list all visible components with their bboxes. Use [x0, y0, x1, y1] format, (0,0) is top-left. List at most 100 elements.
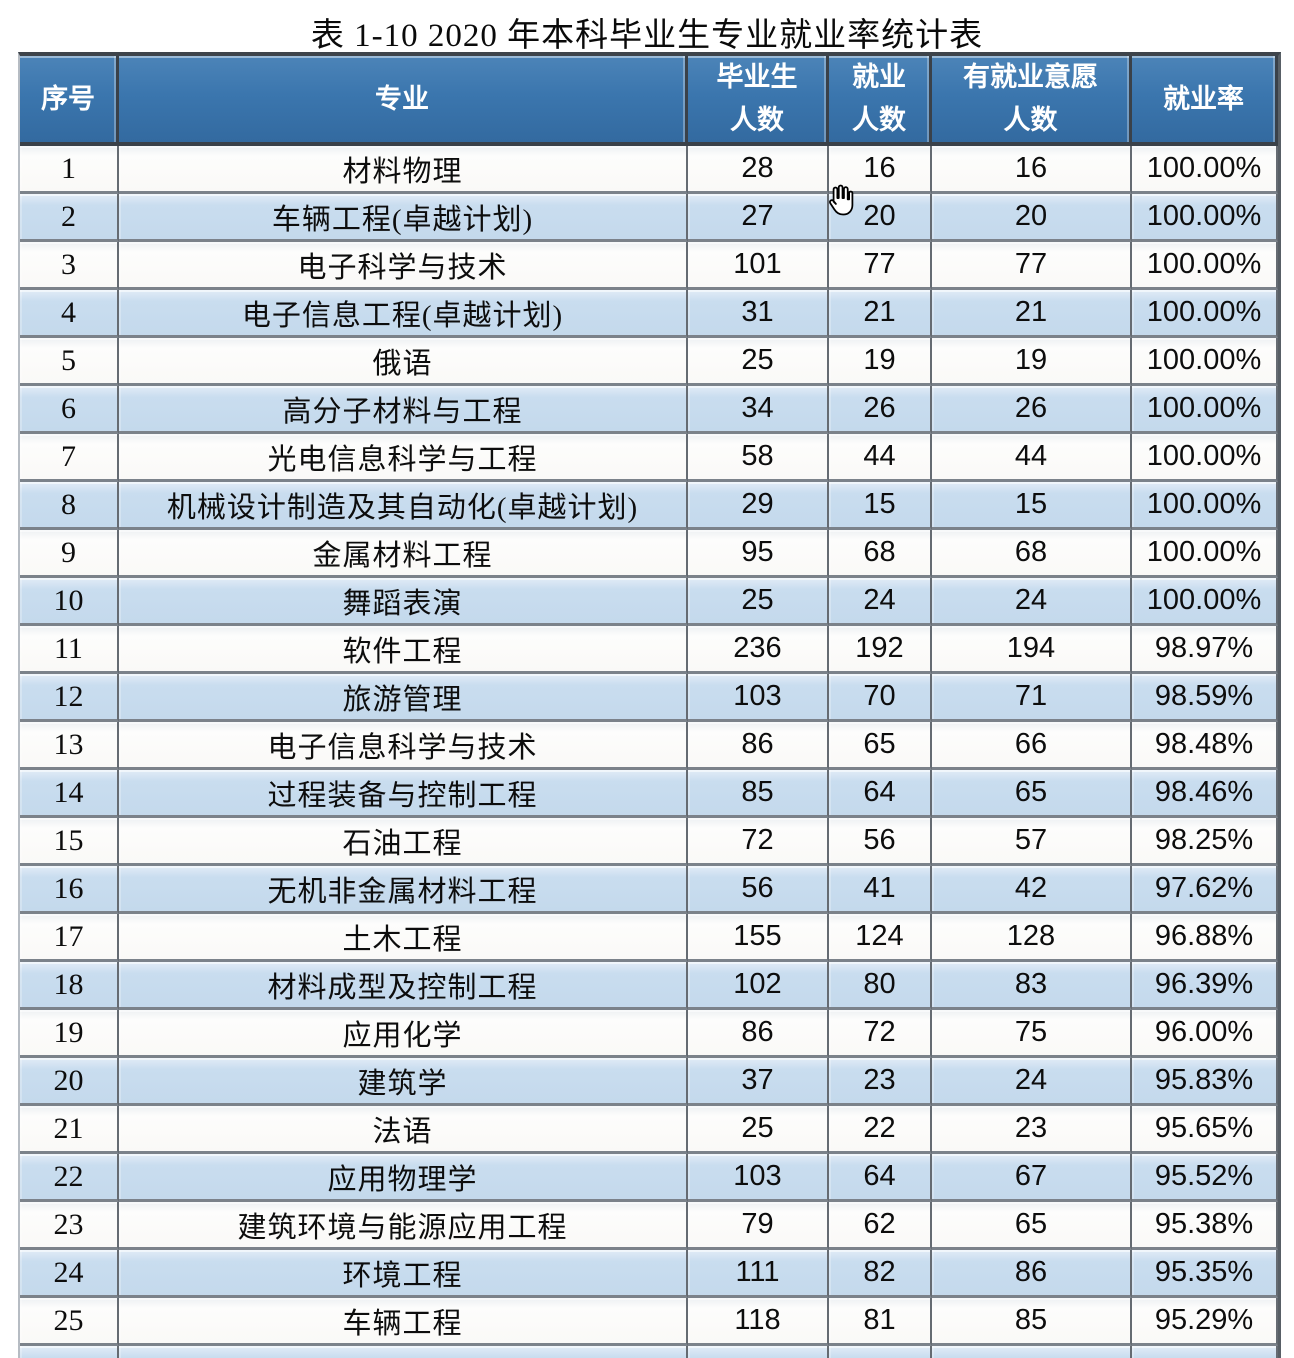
major-name: [119, 1346, 688, 1358]
major-name: 软件工程: [119, 626, 688, 674]
willing-count: 65: [932, 770, 1132, 818]
table-row: 7 光电信息科学与工程 58 44 44 100.00%: [20, 434, 1278, 482]
graduate-count: 95: [688, 530, 829, 578]
employment-rate: 100.00%: [1132, 194, 1278, 242]
employed-count: 64: [829, 770, 932, 818]
employment-rate: 100.00%: [1132, 290, 1278, 338]
row-index: 18: [20, 962, 119, 1010]
header-row: 序号 专业 毕业生 人数 就业 人数: [20, 56, 1278, 146]
major-name: 电子信息科学与技术: [119, 722, 688, 770]
major-name: 电子信息工程(卓越计划): [119, 290, 688, 338]
table-row: 19 应用化学 86 72 75 96.00%: [20, 1010, 1278, 1058]
employed-count: 41: [829, 866, 932, 914]
employed-count: 21: [829, 290, 932, 338]
employed-count: 77: [829, 242, 932, 290]
employment-rate: 96.00%: [1132, 1010, 1278, 1058]
employment-table: 序号 专业 毕业生 人数 就业 人数: [20, 56, 1278, 1358]
table-row: 10 舞蹈表演 25 24 24 100.00%: [20, 578, 1278, 626]
willing-count: 26: [932, 386, 1132, 434]
graduate-count: [688, 1346, 829, 1358]
major-name: 材料物理: [119, 146, 688, 194]
row-index: 19: [20, 1010, 119, 1058]
employed-count: 82: [829, 1250, 932, 1298]
employment-rate: 100.00%: [1132, 146, 1278, 194]
employed-count: 24: [829, 578, 932, 626]
major-name: 环境工程: [119, 1250, 688, 1298]
row-index: 4: [20, 290, 119, 338]
employment-rate: 95.35%: [1132, 1250, 1278, 1298]
willing-count: 68: [932, 530, 1132, 578]
graduate-count: 56: [688, 866, 829, 914]
table-row: 21 法语 25 22 23 95.65%: [20, 1106, 1278, 1154]
employed-count: 23: [829, 1058, 932, 1106]
col-header-graduates: 毕业生 人数: [688, 56, 829, 146]
row-index: 15: [20, 818, 119, 866]
graduate-count: 31: [688, 290, 829, 338]
row-index: 24: [20, 1250, 119, 1298]
employed-count: 26: [829, 386, 932, 434]
willing-count: 20: [932, 194, 1132, 242]
graduate-count: 29: [688, 482, 829, 530]
table-row: 17 土木工程 155 124 128 96.88%: [20, 914, 1278, 962]
employment-rate: 96.39%: [1132, 962, 1278, 1010]
employment-rate: 95.83%: [1132, 1058, 1278, 1106]
willing-count: 71: [932, 674, 1132, 722]
employment-rate: 98.48%: [1132, 722, 1278, 770]
willing-count: 24: [932, 1058, 1132, 1106]
employment-rate: 95.29%: [1132, 1298, 1278, 1346]
employment-table-image[interactable]: 序号 专业 毕业生 人数 就业 人数: [18, 52, 1281, 1358]
table-row: 12 旅游管理 103 70 71 98.59%: [20, 674, 1278, 722]
employed-count: [829, 1346, 932, 1358]
willing-count: 65: [932, 1202, 1132, 1250]
row-index: 23: [20, 1202, 119, 1250]
employment-rate: 95.65%: [1132, 1106, 1278, 1154]
willing-count: 77: [932, 242, 1132, 290]
table-row-partial: [20, 1346, 1278, 1358]
employed-count: 81: [829, 1298, 932, 1346]
major-name: 过程装备与控制工程: [119, 770, 688, 818]
employment-rate: 100.00%: [1132, 482, 1278, 530]
table-row: 18 材料成型及控制工程 102 80 83 96.39%: [20, 962, 1278, 1010]
willing-count: 128: [932, 914, 1132, 962]
graduate-count: 25: [688, 578, 829, 626]
major-name: 机械设计制造及其自动化(卓越计划): [119, 482, 688, 530]
table-row: 25 车辆工程 118 81 85 95.29%: [20, 1298, 1278, 1346]
employment-rate: 98.59%: [1132, 674, 1278, 722]
employment-rate: 100.00%: [1132, 530, 1278, 578]
employed-count: 44: [829, 434, 932, 482]
major-name: 俄语: [119, 338, 688, 386]
employed-count: 70: [829, 674, 932, 722]
employed-count: 64: [829, 1154, 932, 1202]
table-row: 24 环境工程 111 82 86 95.35%: [20, 1250, 1278, 1298]
willing-count: 16: [932, 146, 1132, 194]
graduate-count: 27: [688, 194, 829, 242]
employed-count: 19: [829, 338, 932, 386]
col-header-major: 专业: [119, 56, 688, 146]
table-row: 20 建筑学 37 23 24 95.83%: [20, 1058, 1278, 1106]
willing-count: 67: [932, 1154, 1132, 1202]
page-title: 表 1-10 2020 年本科毕业生专业就业率统计表: [310, 18, 984, 54]
employment-rate: 100.00%: [1132, 386, 1278, 434]
graduate-count: 101: [688, 242, 829, 290]
major-name: 土木工程: [119, 914, 688, 962]
employed-count: 15: [829, 482, 932, 530]
willing-count: 66: [932, 722, 1132, 770]
willing-count: [932, 1346, 1132, 1358]
employment-rate: 100.00%: [1132, 434, 1278, 482]
major-name: 车辆工程: [119, 1298, 688, 1346]
willing-count: 24: [932, 578, 1132, 626]
willing-count: 42: [932, 866, 1132, 914]
table-row: 11 软件工程 236 192 194 98.97%: [20, 626, 1278, 674]
willing-count: 19: [932, 338, 1132, 386]
employed-count: 124: [829, 914, 932, 962]
table-row: 14 过程装备与控制工程 85 64 65 98.46%: [20, 770, 1278, 818]
employment-rate: [1132, 1346, 1278, 1358]
major-name: 高分子材料与工程: [119, 386, 688, 434]
graduate-count: 28: [688, 146, 829, 194]
graduate-count: 34: [688, 386, 829, 434]
row-index: 20: [20, 1058, 119, 1106]
graduate-count: 37: [688, 1058, 829, 1106]
graduate-count: 79: [688, 1202, 829, 1250]
row-index: 13: [20, 722, 119, 770]
